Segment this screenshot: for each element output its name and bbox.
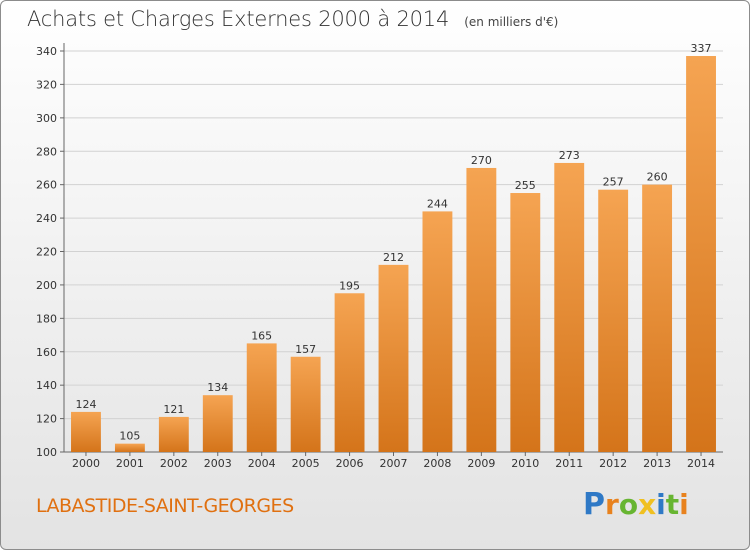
bars (71, 56, 716, 453)
bar-2001 (114, 443, 145, 452)
data-label-2001: 105 (119, 430, 140, 443)
y-tick-label: 120 (36, 413, 57, 426)
y-tick-label: 260 (36, 179, 57, 192)
y-tick-label: 240 (36, 212, 57, 225)
bar-2010 (510, 193, 541, 453)
data-label-2005: 157 (295, 343, 316, 356)
x-tick-label-2001: 2001 (116, 457, 144, 470)
logo-letter: P (583, 487, 605, 522)
chart-subtitle: (en milliers d'€) (464, 15, 559, 29)
x-tick-label-2009: 2009 (467, 457, 495, 470)
x-tick-label-2011: 2011 (555, 457, 583, 470)
y-tick-label: 140 (36, 379, 57, 392)
bar-2002 (158, 416, 189, 452)
bar-2000 (71, 411, 101, 452)
data-label-2002: 121 (163, 403, 184, 416)
data-label-2012: 257 (603, 176, 624, 189)
x-tick-label-2010: 2010 (511, 457, 539, 470)
logo-letter: t (665, 488, 680, 521)
data-label-2006: 195 (339, 279, 360, 292)
y-tick-label: 160 (36, 346, 57, 359)
x-tick-label-2008: 2008 (423, 457, 451, 470)
y-tick-label: 180 (36, 312, 57, 325)
place-name: LABASTIDE-SAINT-GEORGES (36, 495, 294, 517)
x-tick-label-2000: 2000 (72, 457, 100, 470)
x-tick-label-2013: 2013 (643, 457, 671, 470)
chart-title: Achats et Charges Externes 2000 à 2014 (27, 7, 450, 31)
data-label-2014: 337 (691, 42, 712, 55)
x-tick-label-2006: 2006 (336, 457, 364, 470)
bar-2012 (598, 189, 629, 452)
y-tick-label: 280 (36, 145, 57, 158)
data-label-2007: 212 (383, 251, 404, 264)
x-tick-label-2014: 2014 (687, 457, 715, 470)
y-tick-label: 220 (36, 246, 57, 259)
data-label-2013: 260 (647, 171, 668, 184)
y-tick-label: 100 (36, 446, 57, 459)
bar-2008 (422, 211, 453, 452)
data-labels: 124 105 121 134 165 157 195 212 244 270 255 273 257 2… (75, 42, 711, 443)
y-tick-label: 200 (36, 279, 57, 292)
data-label-2011: 273 (559, 149, 580, 162)
x-tick-label-2002: 2002 (160, 457, 188, 470)
data-label-2009: 270 (471, 154, 492, 167)
bar-2007 (378, 264, 409, 452)
logo-letter: i (656, 488, 666, 521)
data-label-2000: 124 (75, 398, 96, 411)
logo-letter: x (638, 488, 657, 521)
x-tick-label-2003: 2003 (204, 457, 232, 470)
chart-title-block: Achats et Charges Externes 2000 à 2014 (… (27, 7, 558, 31)
bar-2009 (466, 167, 497, 453)
logo-letter: i (679, 488, 689, 521)
data-label-2010: 255 (515, 179, 536, 192)
bar-2013 (642, 184, 673, 452)
bar-2014 (686, 56, 716, 452)
bar-2006 (334, 293, 365, 452)
proxiti-logo: Proxiti (583, 487, 689, 522)
y-tick-label: 320 (36, 78, 57, 91)
x-tick-label-2007: 2007 (380, 457, 408, 470)
data-label-2003: 134 (207, 381, 228, 394)
x-tick-labels: 2000 2001 2002 2003 2004 2005 2006 2007 2008 2009… (72, 457, 715, 470)
x-tick-label-2004: 2004 (248, 457, 276, 470)
y-tick-labels: 100 120 140 160 180 200 220 240 260 280 300 320 340 (36, 45, 57, 459)
bar-2003 (202, 395, 233, 452)
logo-letter: r (605, 488, 619, 521)
bar-2011 (554, 162, 585, 452)
data-label-2008: 244 (427, 197, 448, 210)
logo-letter: o (618, 488, 639, 521)
data-label-2004: 165 (251, 329, 272, 342)
bar-2004 (246, 343, 277, 452)
x-tick-label-2005: 2005 (292, 457, 320, 470)
y-tick-label: 340 (36, 45, 57, 58)
x-tick-label-2012: 2012 (599, 457, 627, 470)
y-tick-label: 300 (36, 112, 57, 125)
bar-2005 (290, 356, 321, 452)
